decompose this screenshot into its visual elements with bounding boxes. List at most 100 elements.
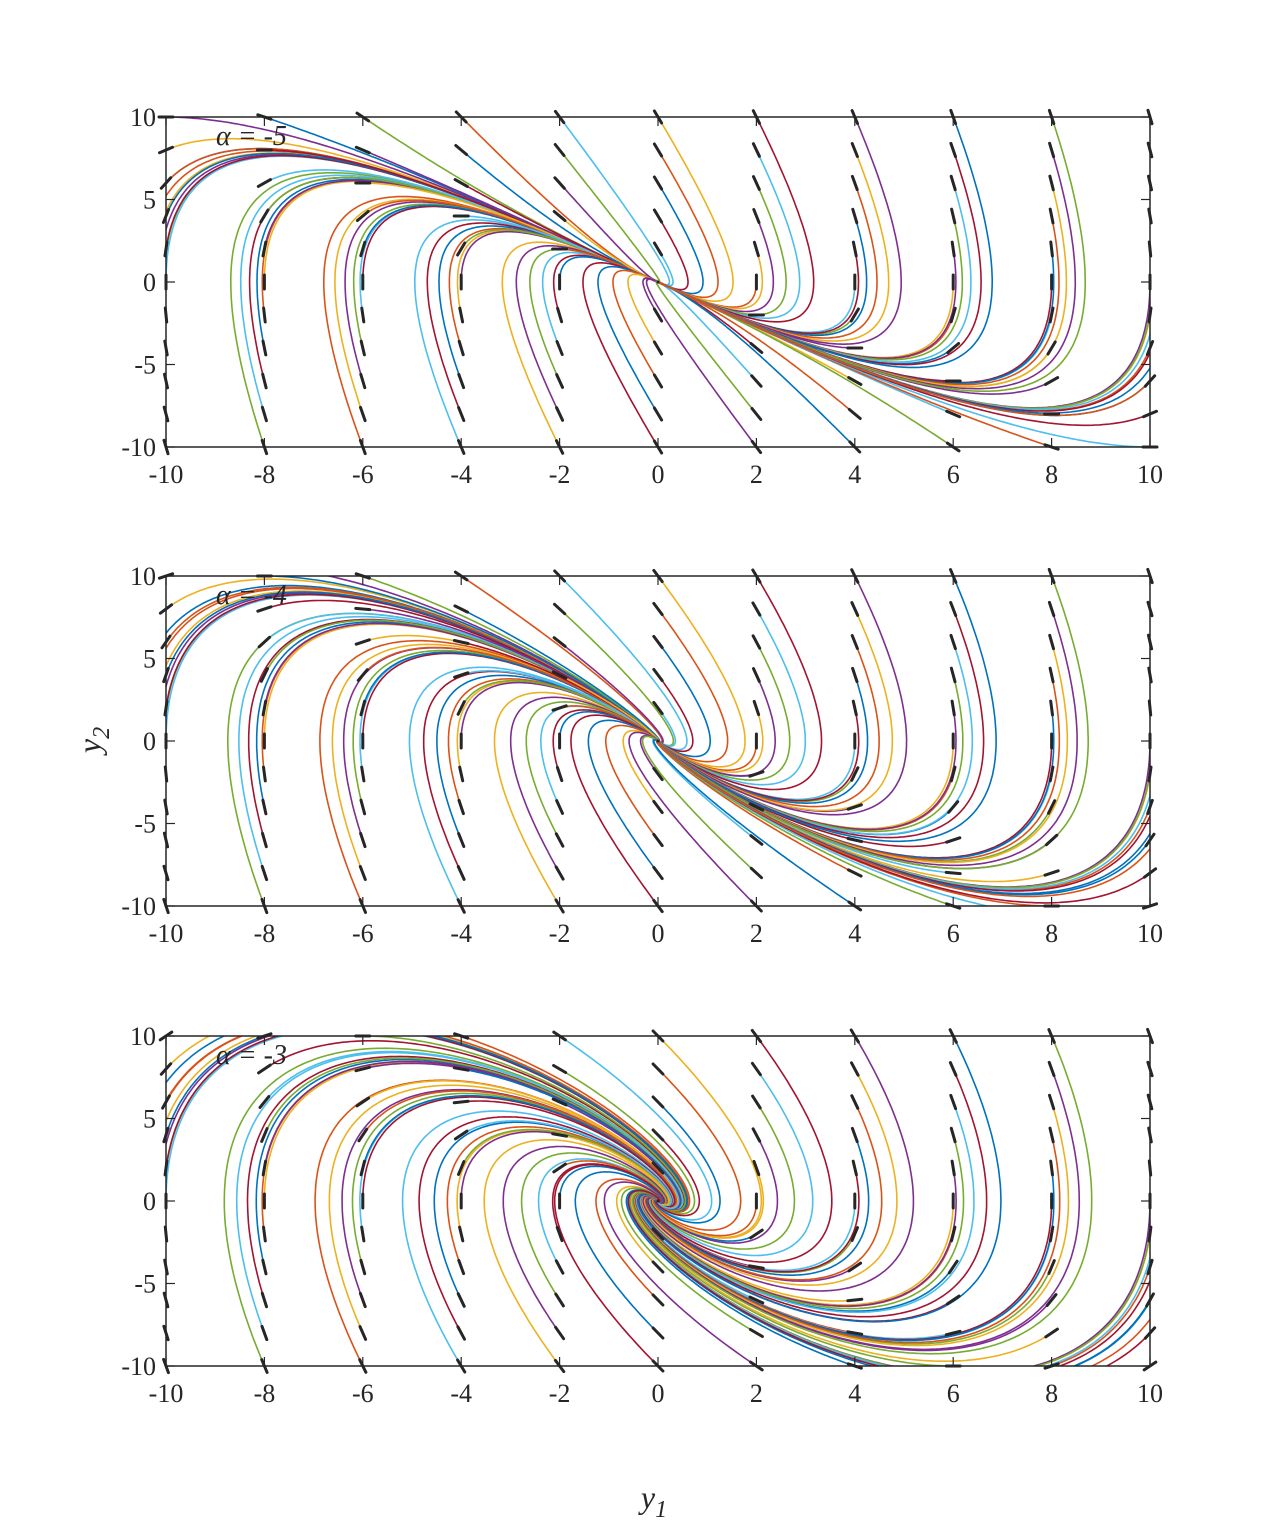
direction-arrow bbox=[261, 240, 268, 258]
direction-arrow bbox=[847, 1261, 863, 1273]
direction-arrow bbox=[260, 1291, 268, 1309]
direction-arrow bbox=[261, 1258, 268, 1276]
trajectory bbox=[166, 147, 658, 447]
direction-arrow bbox=[360, 306, 366, 324]
direction-arrow bbox=[652, 373, 664, 389]
direction-arrow bbox=[750, 1061, 762, 1077]
trajectory bbox=[656, 576, 1150, 898]
trajectory bbox=[570, 714, 659, 906]
trajectory bbox=[605, 724, 659, 841]
direction-arrow bbox=[551, 704, 568, 712]
trajectory bbox=[658, 117, 1150, 417]
direction-arrow bbox=[261, 831, 268, 849]
y-axis-label: y2 bbox=[71, 727, 115, 756]
direction-arrow bbox=[652, 241, 664, 257]
trajectory bbox=[1072, 1069, 1150, 1366]
direction-arrow bbox=[846, 1330, 864, 1336]
direction-arrow bbox=[552, 1064, 568, 1074]
direction-arrow bbox=[944, 870, 962, 876]
x-tick-label: -4 bbox=[450, 460, 472, 489]
trajectory bbox=[352, 649, 660, 808]
direction-arrow bbox=[262, 306, 267, 324]
direction-arrow bbox=[1049, 240, 1054, 258]
direction-arrow bbox=[847, 376, 863, 386]
direction-arrow bbox=[359, 699, 367, 717]
direction-arrow bbox=[850, 142, 859, 158]
direction-arrow bbox=[458, 306, 465, 324]
x-tick-label: 2 bbox=[750, 919, 763, 948]
x-tick-label: 0 bbox=[652, 1379, 665, 1408]
direction-arrow bbox=[452, 639, 470, 645]
panel-label: α = -5 bbox=[216, 121, 287, 152]
direction-arrow bbox=[651, 1161, 665, 1175]
direction-arrow bbox=[555, 406, 565, 422]
direction-arrow bbox=[260, 864, 269, 882]
y-tick-label: -10 bbox=[121, 892, 156, 921]
direction-arrow bbox=[750, 407, 763, 421]
direction-arrow bbox=[1047, 1060, 1056, 1078]
direction-arrow bbox=[652, 634, 664, 650]
panel-label: α = -3 bbox=[216, 1040, 287, 1071]
direction-arrow bbox=[354, 638, 371, 646]
direction-arrow bbox=[752, 667, 761, 683]
direction-arrow bbox=[651, 1095, 665, 1109]
trajectory bbox=[1105, 1332, 1150, 1366]
direction-arrow bbox=[749, 866, 763, 880]
direction-arrow bbox=[359, 1258, 367, 1276]
direction-arrow bbox=[748, 1328, 764, 1338]
direction-arrow bbox=[552, 636, 567, 648]
trajectory bbox=[656, 576, 908, 816]
direction-arrow bbox=[850, 1126, 859, 1144]
trajectory bbox=[264, 1036, 688, 1213]
direction-arrow bbox=[652, 601, 664, 617]
direction-arrow bbox=[553, 602, 567, 616]
direction-arrow bbox=[1048, 1225, 1055, 1243]
direction-arrow bbox=[946, 342, 961, 354]
x-tick-label: -8 bbox=[254, 919, 276, 948]
direction-arrow bbox=[652, 667, 664, 683]
direction-arrow bbox=[554, 1259, 565, 1275]
direction-arrow bbox=[652, 208, 664, 224]
direction-arrow bbox=[652, 307, 664, 323]
direction-arrow bbox=[851, 1159, 858, 1177]
direction-arrow bbox=[452, 1066, 470, 1072]
direction-arrow bbox=[751, 601, 762, 617]
direction-arrow bbox=[555, 373, 564, 389]
x-tick-label: 10 bbox=[1137, 1379, 1163, 1408]
direction-arrow bbox=[555, 1225, 564, 1243]
trajectory bbox=[414, 219, 658, 447]
x-tick-label: 8 bbox=[1045, 460, 1058, 489]
direction-arrow bbox=[1048, 306, 1055, 324]
trajectory bbox=[627, 1102, 1150, 1366]
direction-arrow bbox=[945, 409, 962, 419]
y-tick-label: 10 bbox=[130, 562, 156, 591]
trajectory bbox=[656, 740, 954, 830]
direction-arrow bbox=[1048, 174, 1055, 192]
direction-arrow bbox=[555, 765, 564, 783]
direction-arrow bbox=[359, 405, 367, 423]
x-tick-label: -2 bbox=[549, 1379, 571, 1408]
direction-arrow bbox=[850, 766, 860, 782]
x-tick-label: 6 bbox=[947, 1379, 960, 1408]
direction-arrow bbox=[652, 700, 664, 716]
panel-label: α = -4 bbox=[216, 580, 287, 611]
direction-arrow bbox=[256, 178, 272, 188]
trajectory bbox=[656, 641, 974, 836]
x-axis-label-sub: 1 bbox=[655, 1497, 667, 1523]
x-tick-label: 0 bbox=[652, 919, 665, 948]
direction-arrow bbox=[949, 174, 957, 192]
direction-arrow bbox=[457, 339, 465, 357]
direction-arrow bbox=[949, 1093, 958, 1111]
trajectory bbox=[559, 1134, 671, 1206]
direction-arrow bbox=[457, 798, 465, 816]
direction-arrow bbox=[456, 1292, 466, 1308]
direction-arrow bbox=[452, 1099, 470, 1105]
direction-arrow bbox=[456, 241, 467, 257]
trajectory bbox=[612, 269, 659, 382]
direction-arrow bbox=[262, 765, 267, 783]
trajectory bbox=[656, 674, 964, 833]
trajectory-group bbox=[166, 576, 1150, 906]
direction-arrow bbox=[851, 240, 858, 258]
x-tick-label: 0 bbox=[652, 460, 665, 489]
direction-arrow bbox=[551, 1132, 568, 1138]
